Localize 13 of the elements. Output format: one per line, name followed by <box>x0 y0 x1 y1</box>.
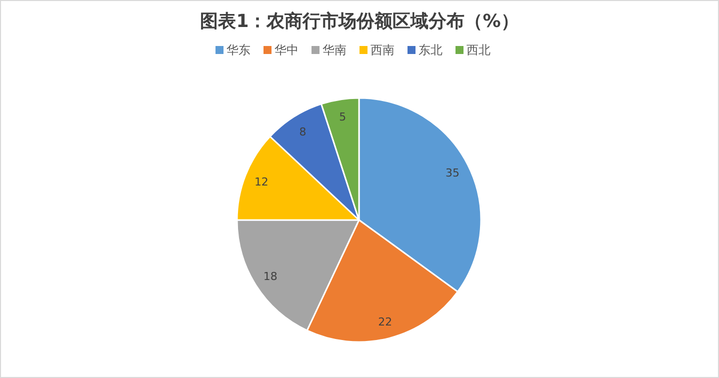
legend-label: 华南 <box>322 43 346 57</box>
legend-label: 华中 <box>274 43 298 57</box>
chart-title: 图表1：农商行市场份额区域分布（%） <box>200 11 519 32</box>
data-label: 12 <box>254 175 268 188</box>
data-label: 18 <box>263 270 278 284</box>
data-label: 8 <box>299 125 306 138</box>
legend-label: 东北 <box>418 43 442 57</box>
legend-label: 西北 <box>466 43 490 57</box>
legend-label: 华东 <box>226 43 250 57</box>
data-label: 35 <box>445 166 460 180</box>
legend-label: 西南 <box>370 43 394 57</box>
data-label: 22 <box>378 316 392 329</box>
data-label: 5 <box>339 110 346 124</box>
